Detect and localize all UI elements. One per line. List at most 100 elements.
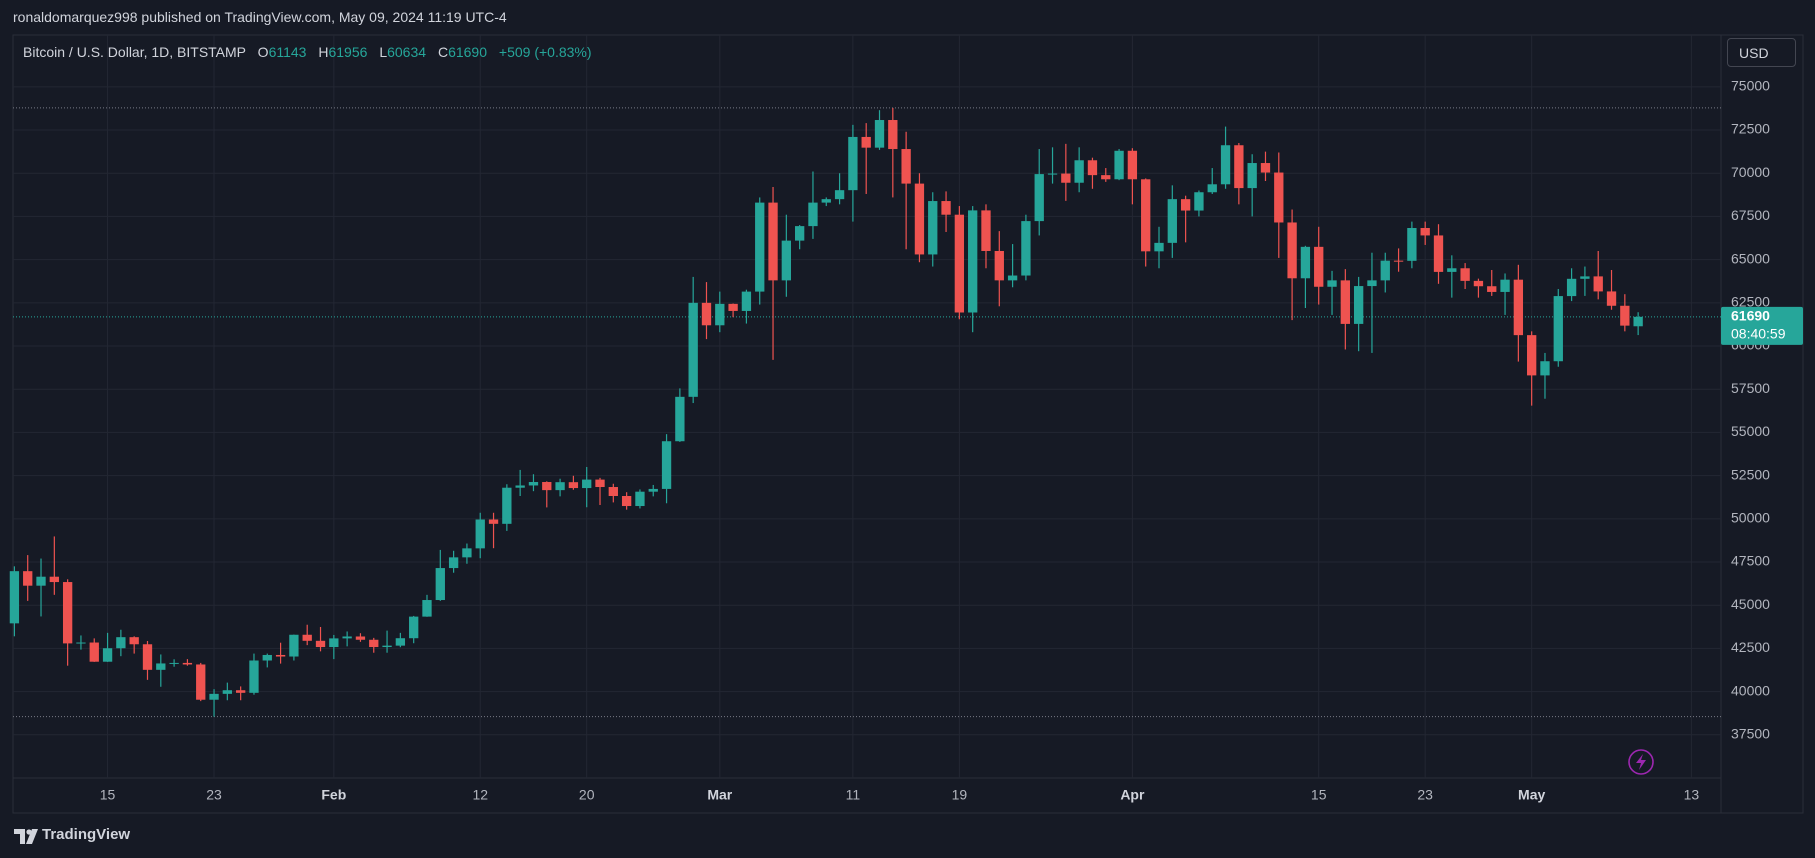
axis-labels: 37500 40000 42500 45000 47500 50000 52500 55000…: [100, 78, 1803, 803]
x-tick-label: May: [1518, 787, 1545, 803]
candle-body: [1633, 316, 1643, 327]
legend: Bitcoin / U.S. Dollar, 1D, BITSTAMP O611…: [23, 44, 592, 60]
x-tick-label: 23: [206, 787, 222, 803]
y-tick-label: 42500: [1731, 639, 1770, 655]
candle-body: [1127, 150, 1138, 180]
candle-body: [1194, 192, 1204, 211]
candle-body: [129, 637, 139, 645]
price-label-box: [1721, 306, 1803, 345]
candle-body: [475, 519, 485, 549]
y-tick-label: 52500: [1731, 466, 1770, 482]
candle-body: [76, 642, 86, 644]
y-tick-label: 75000: [1731, 78, 1770, 94]
candle-body: [36, 576, 46, 586]
candle-body: [1367, 280, 1377, 287]
x-tick-label: Apr: [1120, 787, 1145, 803]
candle-body: [142, 644, 153, 670]
y-tick-label: 72500: [1731, 121, 1770, 137]
candle-body: [1393, 260, 1404, 262]
x-tick-label: 20: [579, 787, 595, 803]
candle-body: [1141, 179, 1151, 252]
x-tick-label: 15: [100, 787, 116, 803]
candle-body: [874, 120, 885, 148]
candle-body: [1087, 160, 1098, 176]
y-tick-label: 70000: [1731, 164, 1770, 180]
candle-body: [1207, 184, 1217, 193]
grid: [13, 35, 1721, 778]
candle-body: [901, 149, 911, 184]
candle-body: [236, 690, 246, 693]
candle-body: [768, 202, 778, 281]
close-value: 61690: [448, 44, 487, 60]
candle-body: [794, 226, 805, 241]
candle-body: [462, 548, 472, 558]
candle-body: [1034, 174, 1044, 222]
candle-body: [196, 664, 206, 700]
publish-info: ronaldomarquez998 published on TradingVi…: [13, 9, 507, 25]
candle-body: [49, 576, 59, 583]
candle-body: [116, 637, 126, 649]
candle-body: [1021, 221, 1031, 276]
candle-body: [502, 487, 512, 524]
x-tick-label: 13: [1684, 787, 1700, 803]
candle-body: [675, 396, 685, 442]
candle-body: [275, 654, 286, 657]
candle-body: [701, 302, 712, 326]
high-label: H: [318, 44, 329, 60]
candle-body: [23, 571, 33, 586]
candle-body: [1180, 199, 1191, 211]
candle-body: [302, 634, 312, 641]
candle-body: [715, 303, 725, 326]
candle-body: [1593, 276, 1603, 292]
candle-body: [1500, 279, 1510, 292]
candle-body: [914, 183, 925, 255]
price-axis: [1720, 34, 1804, 814]
candle-body: [981, 210, 991, 251]
candle-body: [1114, 150, 1124, 180]
candle-body: [994, 250, 1004, 281]
candle-body: [941, 201, 951, 215]
candle-body: [808, 202, 818, 227]
candle-body: [568, 482, 579, 489]
y-tick-label: 40000: [1731, 682, 1770, 698]
candle-body: [834, 190, 845, 200]
candle-body: [781, 240, 792, 281]
y-tick-label: 55000: [1731, 423, 1770, 439]
x-tick-label: 15: [1311, 787, 1327, 803]
candle-body: [582, 479, 592, 489]
y-tick-label: 45000: [1731, 596, 1770, 612]
candle-body: [848, 136, 858, 191]
candle-body: [1167, 199, 1177, 243]
candle-body: [1154, 242, 1164, 252]
candle-body: [182, 662, 193, 665]
replay-icon[interactable]: [1628, 749, 1654, 775]
symbol-title: Bitcoin / U.S. Dollar, 1D, BITSTAMP: [23, 44, 246, 60]
candle-body: [169, 662, 179, 664]
y-tick-label: 57500: [1731, 380, 1770, 396]
y-tick-label: 47500: [1731, 553, 1770, 569]
candle-body: [635, 491, 645, 507]
currency-button[interactable]: USD: [1727, 38, 1796, 67]
candle-body: [1314, 246, 1324, 287]
candle-body: [1433, 235, 1444, 272]
candle-body: [409, 616, 419, 639]
candle-body: [1287, 222, 1297, 279]
tradingview-logo: [14, 829, 38, 844]
y-tick-label: 65000: [1731, 250, 1770, 266]
candle-body: [342, 636, 352, 639]
brand: TradingView: [42, 826, 131, 843]
candles: [9, 107, 1643, 717]
candle-body: [968, 210, 978, 313]
candle-body: [102, 648, 113, 662]
candle-body: [1487, 286, 1497, 292]
candle-body: [422, 600, 432, 617]
candle-body: [9, 571, 20, 624]
candle-body: [515, 485, 525, 488]
open-label: O: [257, 44, 269, 60]
candle-body: [1566, 278, 1577, 297]
candle-body: [542, 482, 552, 491]
candle-body: [1553, 296, 1563, 362]
candle-body: [1234, 145, 1244, 189]
